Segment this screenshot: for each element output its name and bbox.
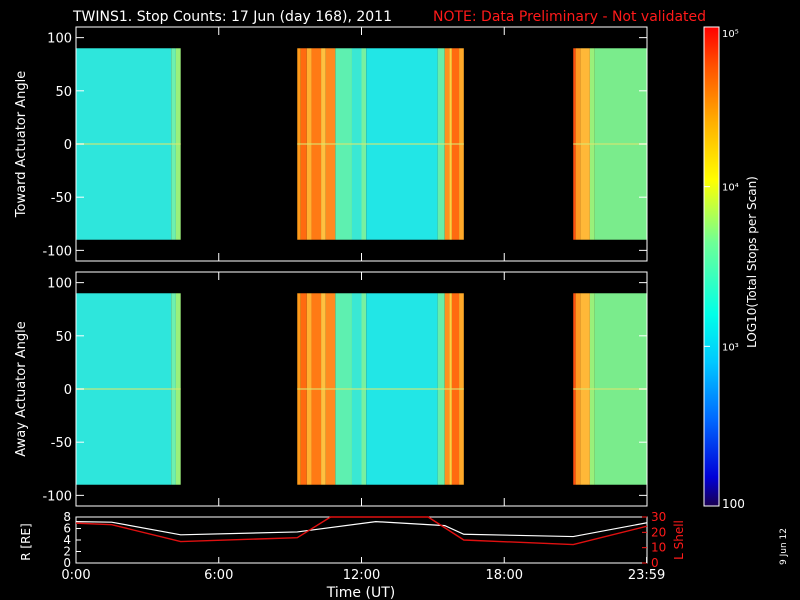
time-tick-label: 6:00 bbox=[204, 568, 233, 583]
y-tick-label: 0 bbox=[64, 383, 72, 398]
time-axis-ticks: 0:00 6:00 12:00 18:00 23:59 bbox=[61, 557, 665, 583]
colorbar-tick-label: 10³ bbox=[722, 342, 739, 353]
colorbar-tick-label: 100 bbox=[722, 497, 745, 511]
lshell-tick-label: 30 bbox=[651, 510, 666, 524]
colorbar-ticks: 10⁵ 10⁴ 10³ 100 bbox=[704, 26, 745, 511]
away-heatmap bbox=[76, 293, 647, 485]
r-tick-label: 6 bbox=[63, 522, 71, 536]
time-tick-label: 12:00 bbox=[343, 568, 380, 583]
zero-angle-stripe bbox=[573, 388, 647, 390]
away-y-ticks: 100 50 0 -50 -100 bbox=[42, 272, 648, 506]
y-tick-label: 50 bbox=[55, 85, 72, 100]
zero-angle-stripe bbox=[297, 388, 464, 390]
toward-panel: 100 50 0 -50 -100 Toward Actuator Angle bbox=[14, 26, 648, 262]
away-panel: 100 50 0 -50 -100 Away Actuator Angle bbox=[14, 271, 648, 507]
time-tick-label: 0:00 bbox=[61, 568, 90, 583]
chart-title: TWINS1. Stop Counts: 17 Jun (day 168), 2… bbox=[72, 9, 392, 25]
colorbar-tick-label: 10⁴ bbox=[722, 183, 739, 194]
zero-angle-stripe bbox=[297, 143, 464, 145]
y-tick-label: -100 bbox=[42, 489, 72, 504]
lshell-tick-label: 20 bbox=[651, 525, 666, 539]
colorbar: 10⁵ 10⁴ 10³ 100 LOG10(Total Stops per Scan) bbox=[703, 26, 759, 511]
y-tick-label: -50 bbox=[51, 191, 72, 206]
y-tick-label: -100 bbox=[42, 244, 72, 259]
r-tick-label: 8 bbox=[63, 510, 71, 524]
y-tick-label: 100 bbox=[47, 32, 72, 47]
zero-angle-stripe bbox=[76, 388, 181, 390]
r-axis-label: R [RE] bbox=[19, 523, 33, 560]
time-tick-label: 18:00 bbox=[486, 568, 523, 583]
time-tick-label: 23:59 bbox=[628, 568, 665, 583]
r-tick-label: 0 bbox=[63, 556, 71, 570]
lshell-axis-label: L Shell bbox=[672, 520, 686, 560]
time-axis-label: Time (UT) bbox=[326, 585, 395, 600]
r-tick-label: 4 bbox=[63, 533, 71, 547]
y-tick-label: 100 bbox=[47, 277, 72, 292]
lshell-tick-label: 10 bbox=[651, 541, 666, 555]
lshell-tick-label: 0 bbox=[651, 556, 659, 570]
colorbar-label: LOG10(Total Stops per Scan) bbox=[745, 176, 759, 348]
r-tick-label: 2 bbox=[63, 545, 71, 559]
toward-heatmap bbox=[76, 48, 647, 240]
r-series-line bbox=[75, 520, 648, 538]
date-stamp: 9 Jun 12 bbox=[779, 528, 789, 565]
zero-angle-stripe bbox=[573, 143, 647, 145]
colorbar-tick-label: 10⁵ bbox=[722, 29, 739, 40]
toward-y-axis-label: Toward Actuator Angle bbox=[14, 71, 29, 218]
lshell-series-line bbox=[75, 516, 648, 546]
y-tick-label: 50 bbox=[55, 330, 72, 345]
y-tick-label: -50 bbox=[51, 436, 72, 451]
preliminary-note: NOTE: Data Preliminary - Not validated bbox=[433, 9, 706, 25]
toward-y-ticks: 100 50 0 -50 -100 bbox=[42, 27, 648, 261]
zero-angle-stripe bbox=[76, 143, 181, 145]
colorbar-gradient bbox=[703, 26, 720, 507]
away-y-axis-label: Away Actuator Angle bbox=[14, 321, 29, 456]
y-tick-label: 0 bbox=[64, 138, 72, 153]
